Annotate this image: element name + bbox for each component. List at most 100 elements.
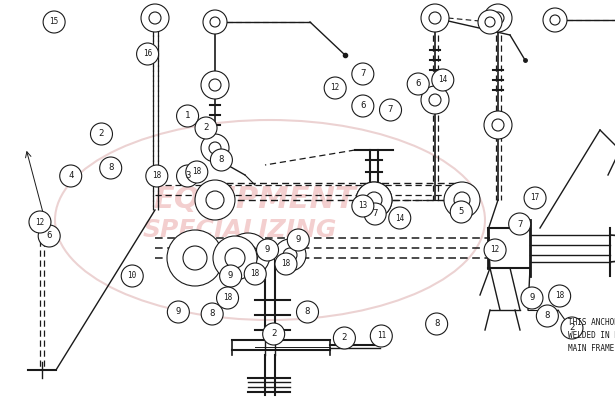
Circle shape — [90, 123, 113, 145]
Circle shape — [183, 246, 207, 270]
Text: 16: 16 — [143, 50, 153, 58]
Circle shape — [333, 327, 355, 349]
Text: 15: 15 — [49, 18, 59, 26]
Circle shape — [429, 94, 441, 106]
Circle shape — [352, 63, 374, 85]
Circle shape — [379, 99, 402, 121]
Circle shape — [256, 239, 279, 261]
Circle shape — [509, 213, 531, 235]
Text: SPECIALIZING: SPECIALIZING — [143, 218, 337, 242]
Circle shape — [225, 248, 245, 268]
Circle shape — [209, 142, 221, 154]
Circle shape — [356, 182, 392, 218]
Text: 7: 7 — [360, 70, 365, 78]
Text: 10: 10 — [127, 272, 137, 280]
Circle shape — [536, 305, 558, 327]
Text: 7: 7 — [373, 210, 378, 218]
Circle shape — [167, 301, 189, 323]
Circle shape — [137, 43, 159, 65]
Circle shape — [426, 313, 448, 335]
Text: 18: 18 — [223, 294, 232, 302]
Circle shape — [366, 192, 382, 208]
Circle shape — [201, 71, 229, 99]
Circle shape — [296, 301, 319, 323]
Circle shape — [485, 17, 495, 27]
Circle shape — [421, 4, 449, 32]
Text: 9: 9 — [176, 308, 181, 316]
Circle shape — [216, 287, 239, 309]
Circle shape — [274, 239, 306, 271]
Text: 12: 12 — [35, 218, 45, 226]
Circle shape — [484, 4, 512, 32]
Circle shape — [220, 265, 242, 287]
Circle shape — [206, 191, 224, 209]
Circle shape — [209, 79, 221, 91]
Circle shape — [177, 105, 199, 127]
Circle shape — [43, 11, 65, 33]
Circle shape — [210, 17, 220, 27]
Circle shape — [524, 187, 546, 209]
Circle shape — [550, 15, 560, 25]
Text: 2: 2 — [271, 330, 276, 338]
Circle shape — [100, 157, 122, 179]
Circle shape — [484, 239, 506, 261]
Circle shape — [370, 325, 392, 347]
Text: 9: 9 — [296, 236, 301, 244]
Text: 12: 12 — [490, 246, 500, 254]
Circle shape — [29, 211, 51, 233]
Circle shape — [121, 265, 143, 287]
Text: 8: 8 — [210, 310, 215, 318]
Text: 13: 13 — [358, 202, 368, 210]
Text: 18: 18 — [192, 168, 202, 176]
Circle shape — [407, 73, 429, 95]
Text: 8: 8 — [545, 312, 550, 320]
Circle shape — [149, 12, 161, 24]
Circle shape — [141, 4, 169, 32]
Circle shape — [283, 248, 297, 262]
Circle shape — [484, 111, 512, 139]
Circle shape — [203, 10, 227, 34]
Text: 9: 9 — [228, 272, 233, 280]
Text: 6: 6 — [47, 232, 52, 240]
Circle shape — [263, 323, 285, 345]
Circle shape — [543, 8, 567, 32]
Circle shape — [492, 12, 504, 24]
Circle shape — [195, 117, 217, 139]
Text: 8: 8 — [108, 164, 113, 172]
Text: 9: 9 — [530, 294, 534, 302]
Text: 8: 8 — [434, 320, 439, 328]
Circle shape — [238, 245, 258, 265]
Circle shape — [432, 69, 454, 91]
Circle shape — [492, 119, 504, 131]
Text: THIS ANCHOR BRACKET IS
WELDED IN BOTTOM OF
MAIN FRAME ASM.: THIS ANCHOR BRACKET IS WELDED IN BOTTOM … — [568, 318, 615, 354]
Text: 14: 14 — [395, 214, 405, 222]
Text: 9: 9 — [265, 246, 270, 254]
Text: 12: 12 — [330, 84, 340, 92]
Circle shape — [389, 207, 411, 229]
Circle shape — [177, 165, 199, 187]
Circle shape — [38, 225, 60, 247]
Text: 2: 2 — [342, 334, 347, 342]
Text: 18: 18 — [281, 260, 291, 268]
Circle shape — [421, 86, 449, 114]
Circle shape — [549, 285, 571, 307]
Text: 1: 1 — [185, 112, 190, 120]
Circle shape — [478, 10, 502, 34]
Text: 6: 6 — [360, 102, 365, 110]
Circle shape — [454, 192, 470, 208]
Circle shape — [521, 287, 543, 309]
Circle shape — [201, 134, 229, 162]
Text: EQUIPMENT: EQUIPMENT — [154, 186, 356, 214]
Circle shape — [352, 195, 374, 217]
Circle shape — [226, 233, 270, 277]
Circle shape — [186, 161, 208, 183]
Circle shape — [195, 180, 235, 220]
Text: 4: 4 — [68, 172, 73, 180]
Text: 6: 6 — [416, 80, 421, 88]
Text: 18: 18 — [250, 270, 260, 278]
Text: 7: 7 — [388, 106, 393, 114]
Circle shape — [366, 192, 382, 208]
Text: 2: 2 — [569, 324, 574, 332]
Text: 5: 5 — [459, 208, 464, 216]
Circle shape — [450, 201, 472, 223]
